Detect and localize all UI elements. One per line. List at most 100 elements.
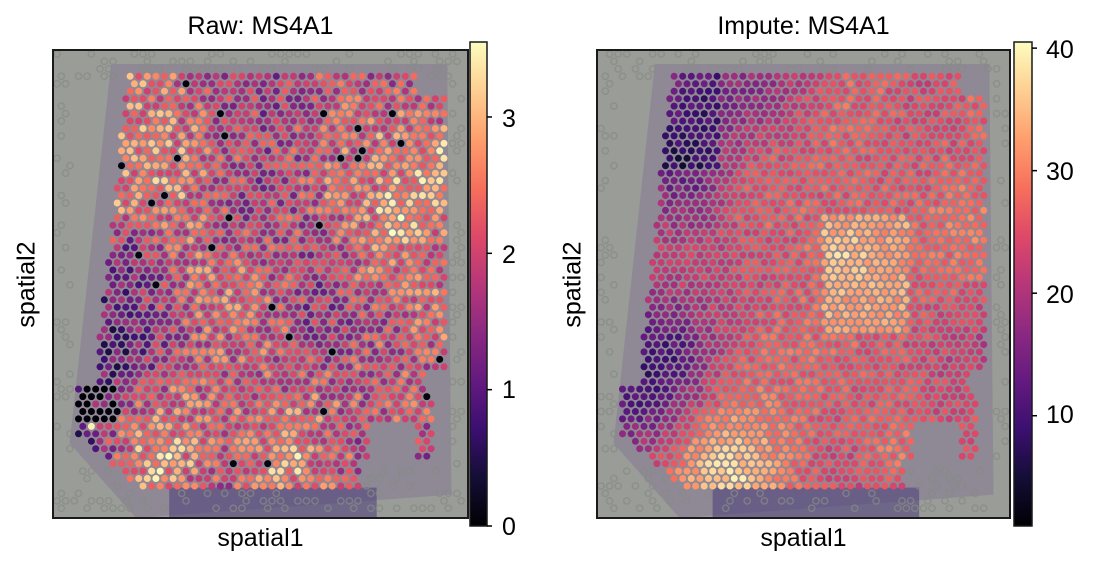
expression-spot (975, 288, 983, 296)
expression-spot (713, 236, 721, 244)
expression-spot (812, 259, 820, 266)
expression-spot (225, 229, 233, 237)
expression-spot (825, 192, 833, 199)
expression-spot (954, 385, 962, 393)
expression-spot (337, 422, 345, 430)
expression-spot (419, 281, 426, 289)
expression-spot (358, 430, 366, 438)
expression-spot (954, 311, 962, 319)
expression-spot (799, 400, 807, 408)
expression-spot (803, 80, 811, 88)
expression-spot (683, 303, 691, 311)
expression-spot (739, 415, 747, 423)
expression-spot (178, 192, 186, 199)
expression-spot (427, 400, 435, 408)
expression-spot (786, 408, 794, 415)
empty-spot (807, 504, 816, 513)
expression-spot (924, 303, 932, 311)
expression-spot (902, 415, 910, 423)
expression-spot (945, 162, 953, 170)
expression-spot (436, 266, 444, 274)
expression-spot (285, 363, 293, 371)
expression-spot (846, 273, 854, 281)
expression-spot (709, 199, 717, 207)
expression-spot (315, 221, 323, 229)
expression-spot (717, 199, 725, 207)
expression-spot (350, 266, 358, 274)
expression-spot (674, 303, 682, 311)
expression-spot (143, 355, 151, 363)
expression-spot (700, 169, 708, 177)
expression-spot (975, 139, 983, 147)
expression-spot (419, 177, 426, 185)
expression-spot (782, 445, 790, 453)
expression-spot (324, 341, 332, 348)
expression-spot (298, 132, 306, 140)
expression-spot (234, 199, 242, 207)
expression-spot (315, 102, 323, 110)
axes-frame (596, 49, 1011, 519)
expression-spot (419, 355, 426, 363)
expression-spot (221, 311, 229, 319)
empty-spot (605, 407, 614, 416)
expression-spot (679, 341, 687, 348)
expression-spot (436, 221, 444, 229)
expression-spot (760, 169, 768, 177)
expression-spot (96, 378, 104, 386)
expression-spot (975, 214, 983, 222)
expression-spot (791, 72, 798, 80)
expression-spot (259, 378, 267, 386)
expression-spot (975, 110, 983, 118)
expression-spot (169, 415, 177, 423)
expression-spot (264, 147, 272, 155)
expression-spot (877, 162, 884, 170)
expression-spot (932, 259, 940, 266)
empty-spot (949, 65, 958, 73)
expression-spot (388, 95, 396, 103)
expression-spot (307, 206, 315, 214)
expression-spot (915, 259, 923, 266)
empty-spot (928, 504, 936, 513)
expression-spot (812, 169, 820, 177)
expression-spot (653, 311, 661, 319)
expression-spot (264, 385, 272, 393)
expression-spot (868, 385, 876, 393)
expression-spot (384, 385, 392, 393)
expression-spot (143, 385, 151, 393)
empty-spot (812, 497, 820, 505)
expression-spot (148, 318, 156, 326)
expression-spot (902, 266, 910, 274)
expression-spot (345, 139, 353, 147)
expression-spot (259, 273, 267, 281)
expression-spot (195, 72, 203, 80)
expression-spot (268, 363, 276, 371)
expression-spot (963, 192, 970, 199)
expression-spot (363, 303, 371, 311)
expression-spot (320, 482, 328, 490)
expression-spot (199, 393, 207, 401)
expression-spot (812, 467, 820, 475)
expression-spot (799, 206, 807, 214)
expression-spot (778, 482, 786, 490)
expression-spot (941, 80, 949, 88)
expression-spot (765, 445, 773, 453)
expression-spot (842, 251, 850, 259)
expression-spot (410, 415, 418, 423)
expression-spot (126, 355, 134, 363)
expression-spot (251, 288, 259, 296)
expression-spot (692, 259, 700, 266)
expression-spot (414, 408, 422, 415)
expression-spot (803, 482, 811, 490)
expression-spot (152, 221, 160, 229)
expression-spot (821, 80, 829, 88)
expression-spot (696, 475, 704, 482)
expression-spot (126, 72, 134, 80)
empty-spot (57, 102, 66, 110)
expression-spot (855, 333, 863, 341)
expression-spot (126, 445, 134, 453)
expression-spot (328, 393, 336, 401)
expression-spot (173, 229, 181, 237)
expression-spot (216, 244, 224, 252)
expression-spot (674, 422, 682, 430)
expression-spot (135, 221, 143, 229)
